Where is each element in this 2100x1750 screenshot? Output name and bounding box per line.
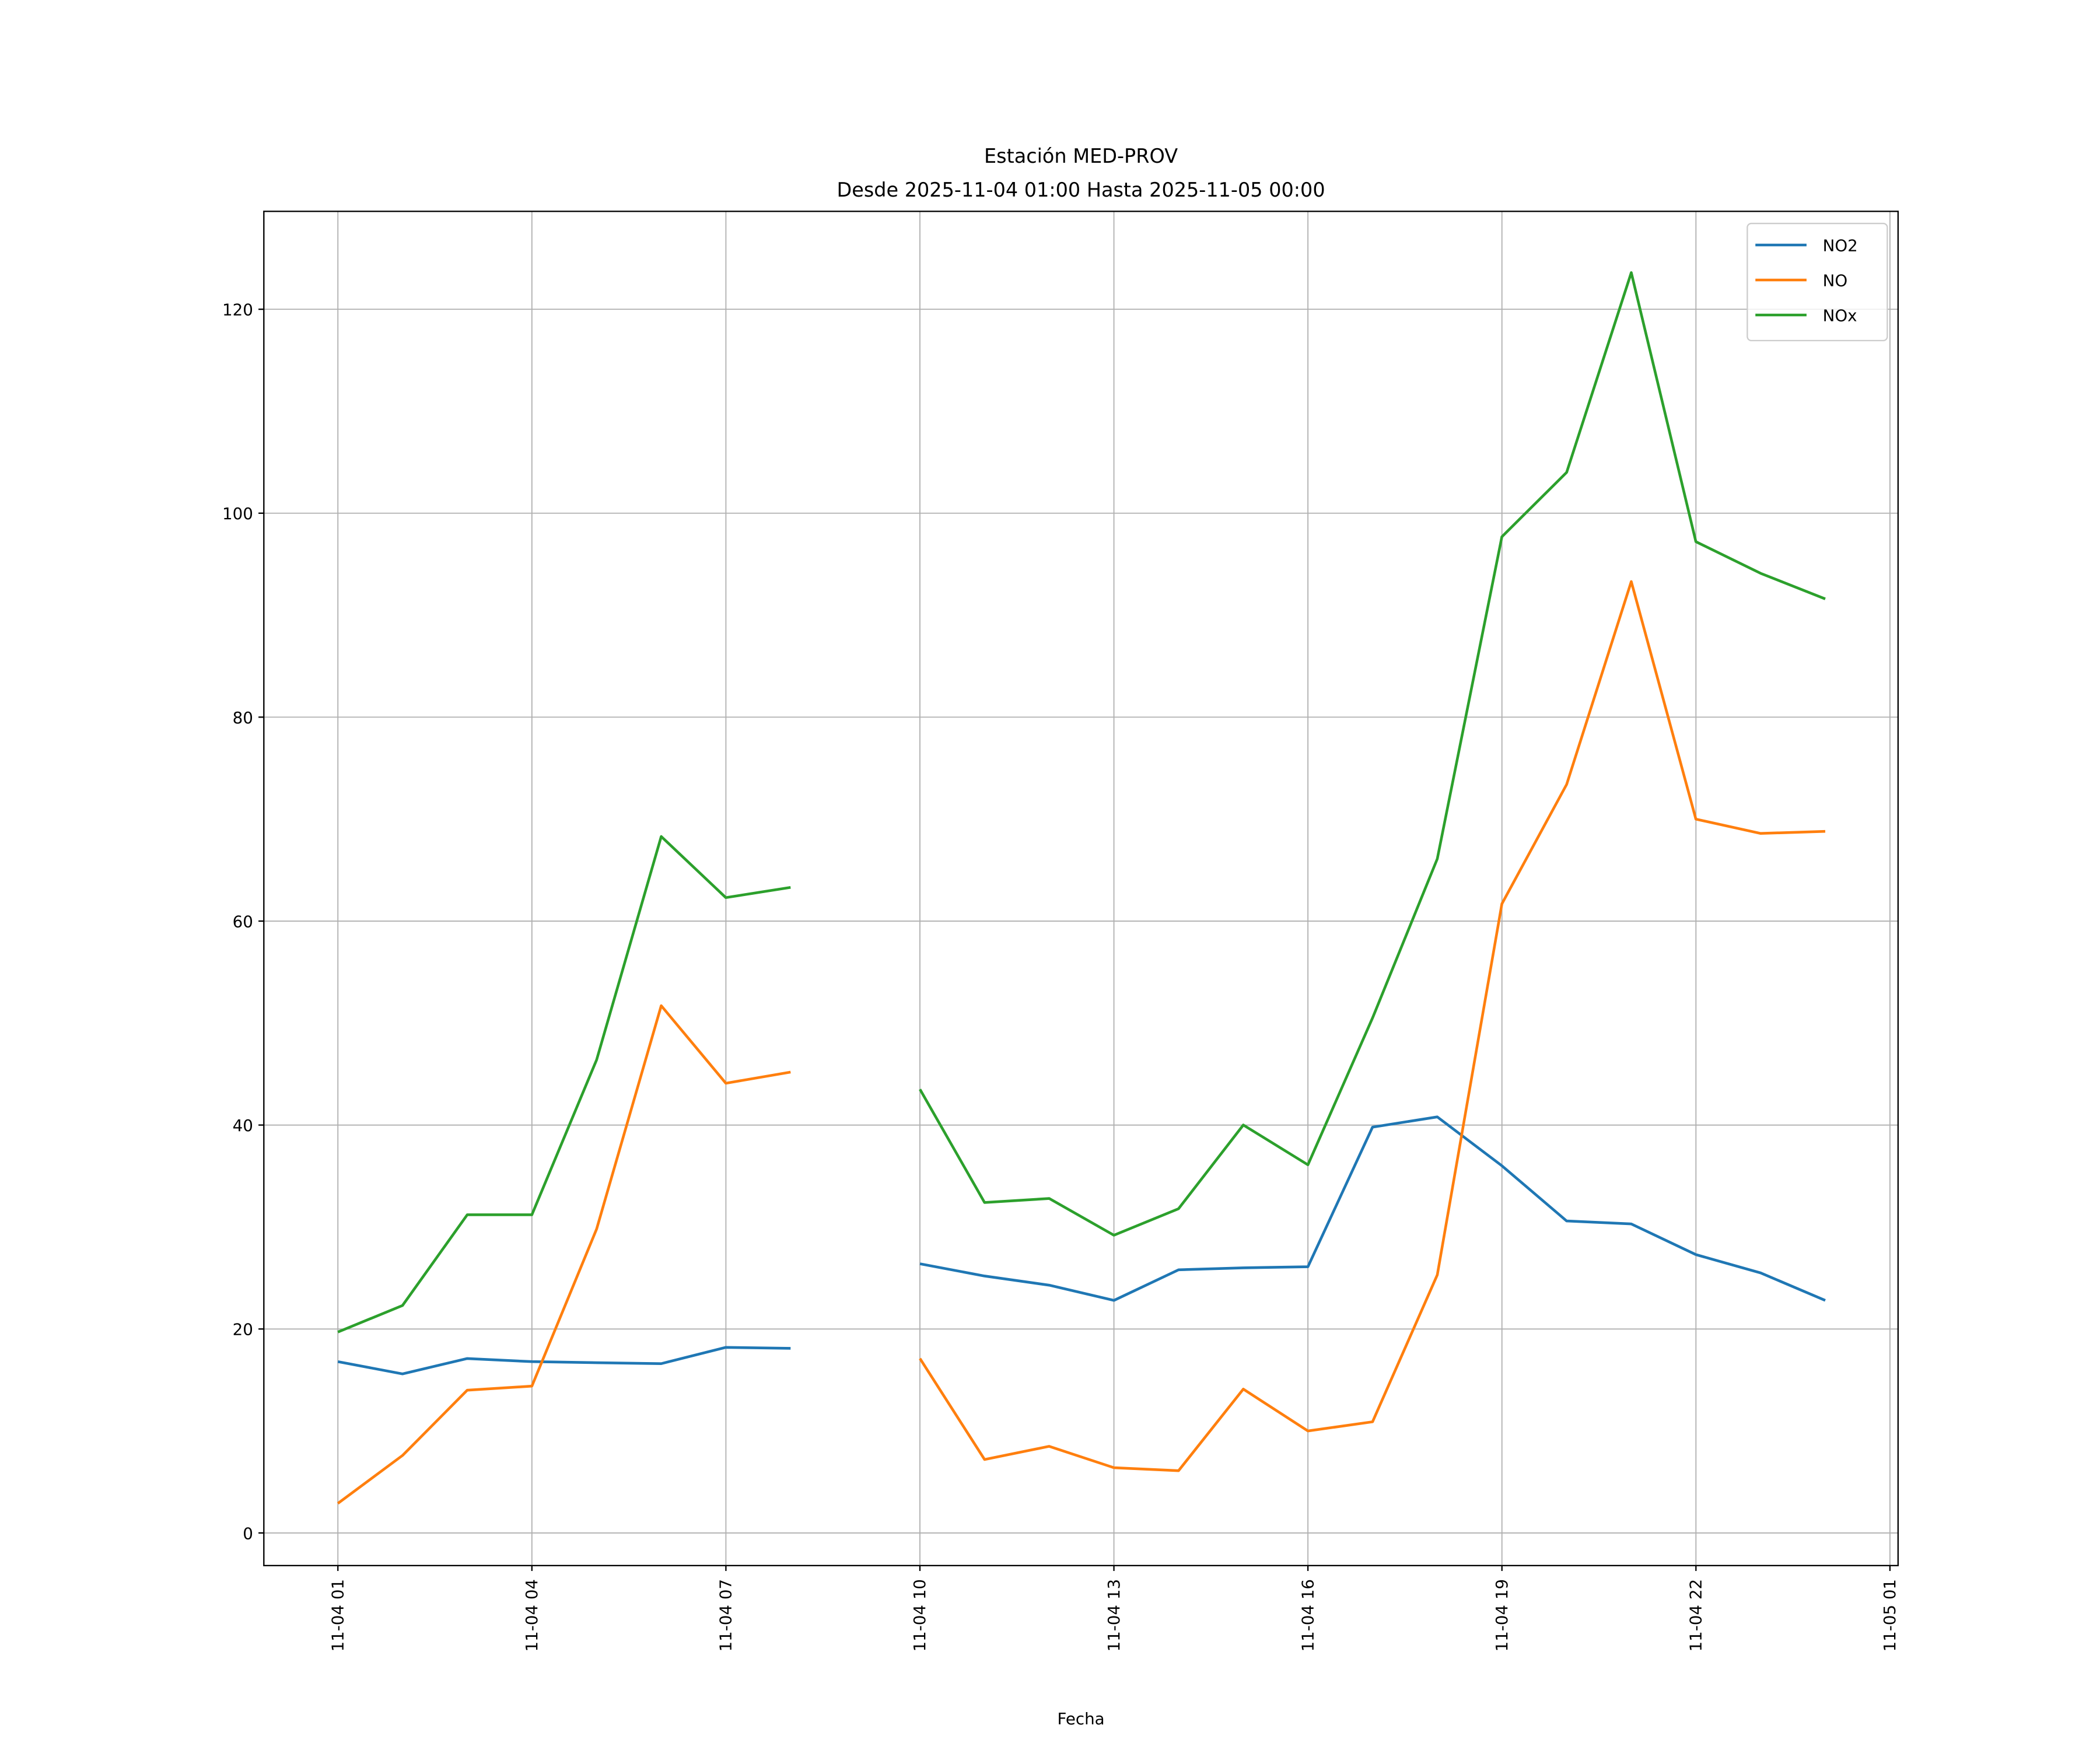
- x-tick-label: 11-04 19: [1492, 1579, 1511, 1651]
- x-tick-label: 11-04 07: [716, 1579, 736, 1651]
- grid-lines: [264, 211, 1898, 1566]
- y-tick-label: 100: [222, 504, 253, 523]
- chart-title: Estación MED-PROV: [984, 145, 1178, 167]
- chart-subtitle: Desde 2025-11-04 01:00 Hasta 2025-11-05 …: [837, 178, 1325, 201]
- y-tick-label: 80: [233, 708, 253, 727]
- legend-label-no: NO: [1823, 271, 1848, 290]
- x-tick-label: 11-05 01: [1880, 1579, 1899, 1651]
- legend-label-no2: NO2: [1823, 236, 1858, 255]
- legend-box: [1746, 222, 1888, 341]
- series-line-no2: [337, 1115, 1826, 1376]
- y-tick-label: 40: [233, 1116, 253, 1135]
- y-tick-label: 60: [233, 912, 253, 931]
- y-tick-label: 20: [233, 1320, 253, 1339]
- legend-label-nox: NOx: [1823, 306, 1857, 325]
- x-axis-label: Fecha: [1057, 1709, 1104, 1728]
- series-lines: [337, 271, 1826, 1505]
- y-tick-label: 120: [222, 300, 253, 320]
- x-tick-label: 11-04 16: [1298, 1579, 1317, 1651]
- axis-ticks: 11-04 01 11-04 04 11-04 07 11-04 10 11-04 13…: [222, 300, 1899, 1652]
- legend: NO2 NO NOx: [1746, 222, 1888, 341]
- plot-area-frame: [263, 211, 1899, 1566]
- series-line-no: [337, 580, 1826, 1505]
- x-tick-label: 11-04 10: [910, 1579, 929, 1651]
- x-tick-label: 11-04 01: [328, 1579, 347, 1651]
- x-tick-label: 11-04 13: [1104, 1579, 1124, 1651]
- series-line-nox: [337, 271, 1826, 1334]
- x-tick-label: 11-04 04: [522, 1579, 541, 1651]
- x-tick-label: 11-04 22: [1686, 1579, 1706, 1652]
- y-tick-label: 0: [243, 1524, 253, 1543]
